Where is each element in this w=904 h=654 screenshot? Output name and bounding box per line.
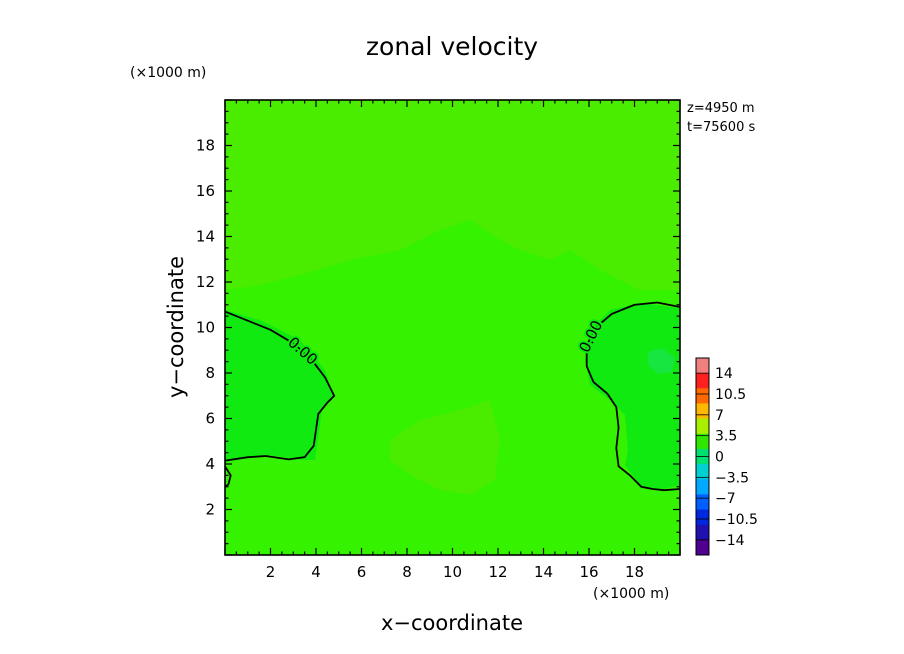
colorbar-swatch <box>696 433 709 450</box>
colorbar-label: −14 <box>715 533 745 549</box>
x-tick-label: 12 <box>488 563 507 581</box>
colorbar-label: 14 <box>715 366 733 382</box>
field-region-positive-top <box>225 100 680 290</box>
x-tick-label: 2 <box>266 563 276 581</box>
y-axis-title: y−coordinate <box>164 256 188 398</box>
colorbar-swatch <box>696 494 709 510</box>
colorbar-label: 7 <box>715 408 724 424</box>
colorbar-label: 3.5 <box>715 429 737 445</box>
colorbar-label: −3.5 <box>715 470 749 486</box>
colorbar-swatch <box>696 524 709 541</box>
y-tick-label: 10 <box>196 319 215 337</box>
contour-line <box>224 465 232 488</box>
y-unit-label: (×1000 m) <box>130 65 206 81</box>
x-tick-label: 6 <box>357 563 367 581</box>
colorbar: 14 10.5 7 3.5 0 −3.5 −7 −10.5 −14 <box>695 357 758 556</box>
y-tick-label: 2 <box>205 501 215 519</box>
info-line-z: z=4950 m <box>687 101 755 116</box>
x-tick-label: 18 <box>625 563 644 581</box>
x-axis-title: x−coordinate <box>381 611 523 635</box>
contour-layer <box>224 301 681 492</box>
contour-line <box>224 310 336 462</box>
colorbar-swatch <box>696 418 709 435</box>
contour-line <box>585 301 681 492</box>
y-tick-label: 16 <box>196 182 215 200</box>
colorbar-swatch <box>696 479 709 495</box>
colorbar-swatch <box>696 509 709 526</box>
y-tick-label: 14 <box>196 228 215 246</box>
colorbar-label: 10.5 <box>715 387 746 403</box>
x-tick-label: 16 <box>579 563 598 581</box>
field-region-negative-left <box>225 310 333 462</box>
field-region-negative-core <box>648 348 675 374</box>
colorbar-label: −7 <box>715 491 736 507</box>
info-line-t: t=75600 s <box>687 120 755 135</box>
x-unit-label: (×1000 m) <box>593 586 669 602</box>
colorbar-label: −10.5 <box>715 512 758 528</box>
y-tick-label: 8 <box>205 364 215 382</box>
y-tick-label: 12 <box>196 273 215 291</box>
chart-title: zonal velocity <box>366 32 538 61</box>
colorbar-swatch <box>696 403 709 420</box>
field-region-positive-center <box>390 400 500 495</box>
axis-ticks: 2 4 6 8 10 12 14 16 18 2 4 6 8 10 12 14 16 18 <box>196 99 681 581</box>
colorbar-swatch <box>696 358 709 374</box>
x-tick-label: 8 <box>402 563 412 581</box>
colorbar-swatch <box>696 373 709 389</box>
colorbar-swatch <box>696 388 709 404</box>
y-tick-label: 6 <box>205 410 215 428</box>
colorbar-label: 0 <box>715 450 724 466</box>
x-tick-label: 10 <box>443 563 462 581</box>
y-tick-label: 4 <box>205 455 215 473</box>
colorbar-swatch <box>696 539 709 556</box>
colorbar-swatch <box>696 464 709 480</box>
x-tick-label: 14 <box>534 563 553 581</box>
y-tick-label: 18 <box>196 137 215 155</box>
x-tick-label: 4 <box>311 563 321 581</box>
